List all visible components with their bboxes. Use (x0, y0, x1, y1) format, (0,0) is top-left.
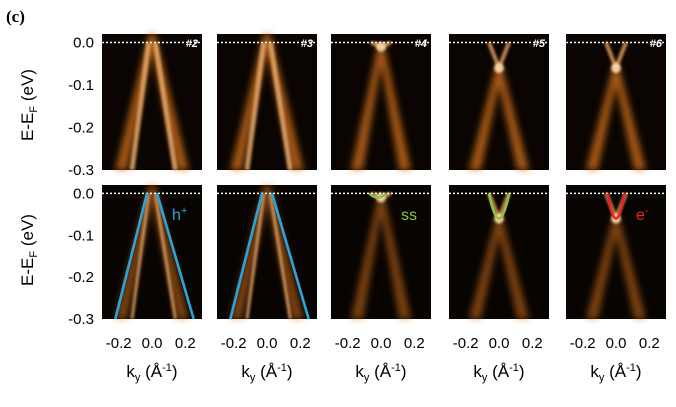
electron-band-curve-5 (606, 193, 626, 220)
x-tick-5-2: 0.0 (606, 335, 627, 352)
x-tick-1-3: 0.2 (175, 335, 196, 352)
x-tick-1-2: 0.0 (142, 335, 163, 352)
x-tick-2-2: 0.0 (257, 335, 278, 352)
band-intensity-top-3 (351, 40, 411, 170)
band-glow (586, 218, 646, 319)
band-label-3: e- (636, 205, 649, 224)
band-label-2: ss (401, 207, 417, 224)
hole-band-line-1-2 (155, 193, 195, 320)
x-tick-4-2: 0.0 (489, 335, 510, 352)
inner-band (130, 193, 177, 320)
x-axis-title-1: ky (Å-1) (126, 362, 177, 384)
band-glow (351, 46, 411, 170)
sample-label-2: #3 (301, 38, 313, 50)
sample-label-1: #2 (186, 38, 198, 50)
band-intensity-top-2 (230, 34, 304, 171)
band-intensity-bottom-1 (115, 185, 189, 320)
inner-band (245, 193, 292, 320)
panel-label: (c) (6, 7, 25, 26)
sample-label-4: #5 (533, 38, 546, 50)
x-axis-titles: ky (Å-1) ky (Å-1) ky (Å-1) ky (Å-1) ky (Å-1) (126, 362, 641, 384)
x-tick-5-3: 0.2 (639, 335, 660, 352)
y-tick-bottom-1: 0.0 (73, 185, 94, 202)
second-derivative-panel-2 (217, 185, 317, 319)
y-tick-bottom-4: -0.3 (68, 311, 94, 328)
y-axis-title-top: E-EF (eV) (18, 69, 40, 141)
dirac-point-glow (611, 63, 621, 73)
band-glow (469, 68, 529, 170)
y-tick-bottom-3: -0.2 (68, 269, 94, 286)
arpes-panel-top-1 (102, 34, 202, 170)
inner-band (244, 42, 293, 171)
panel-grid: #2 #3 #4 #5 #6 h+ ss e- (102, 34, 666, 320)
x-tick-1-1: -0.2 (106, 335, 132, 352)
x-axis-title-5: ky (Å-1) (590, 362, 641, 384)
dirac-point-glow (494, 63, 504, 73)
x-tick-2-1: -0.2 (221, 335, 247, 352)
y-axis-title-bottom: E-EF (eV) (18, 214, 40, 286)
band-intensity-top-1 (115, 34, 189, 171)
band-glow (586, 68, 646, 170)
band-glow (351, 197, 411, 319)
hole-band-line-1-1 (114, 193, 149, 320)
arpes-panel-top-5 (566, 34, 666, 170)
band-intensity-bottom-2 (230, 185, 304, 320)
arpes-panel-top-4 (449, 34, 549, 170)
x-tick-5-1: -0.2 (570, 335, 596, 352)
x-tick-labels: -0.2 0.0 0.2 -0.2 0.0 0.2 -0.2 0.0 0.2 -0.2 0.0 0.2… (106, 335, 660, 352)
sample-label-5: #6 (650, 38, 663, 50)
x-tick-4-3: 0.2 (522, 335, 543, 352)
x-axis-title-3: ky (Å-1) (355, 362, 406, 384)
surface-state-curve-4 (487, 193, 511, 220)
y-tick-bottom-2: -0.1 (68, 227, 94, 244)
x-axis-title-4: ky (Å-1) (473, 362, 524, 384)
surface-state-curve-3 (368, 192, 387, 199)
band-intensity-top-4 (469, 41, 529, 170)
y-tick-labels: 0.0 0.0 -0.1 -0.1 -0.2 -0.2 -0.3 -0.3 (68, 35, 94, 329)
y-tick-top-2: -0.1 (68, 77, 94, 94)
hole-band-line-2-1 (229, 193, 264, 320)
x-axis-title-2: ky (Å-1) (241, 362, 292, 384)
sample-label-3: #4 (415, 38, 427, 50)
band-glow (469, 218, 529, 319)
second-derivative-panel-5 (566, 185, 666, 319)
x-tick-4-1: -0.2 (453, 335, 479, 352)
y-tick-top-4: -0.3 (68, 162, 94, 179)
dirac-point-glow (376, 41, 386, 52)
band-intensity-top-5 (586, 41, 646, 170)
x-tick-3-1: -0.2 (335, 335, 361, 352)
x-tick-3-2: 0.0 (371, 335, 392, 352)
band-label-1: h+ (172, 205, 187, 224)
x-tick-2-3: 0.2 (290, 335, 311, 352)
inner-band (129, 42, 178, 171)
hole-band-line-2-2 (270, 193, 310, 320)
x-tick-3-3: 0.2 (404, 335, 425, 352)
y-tick-top-1: 0.0 (73, 35, 94, 52)
second-derivative-panel-4 (449, 185, 549, 319)
second-derivative-panel-1 (102, 185, 202, 319)
y-tick-top-3: -0.2 (68, 120, 94, 137)
arpes-panel-top-2 (217, 34, 317, 170)
